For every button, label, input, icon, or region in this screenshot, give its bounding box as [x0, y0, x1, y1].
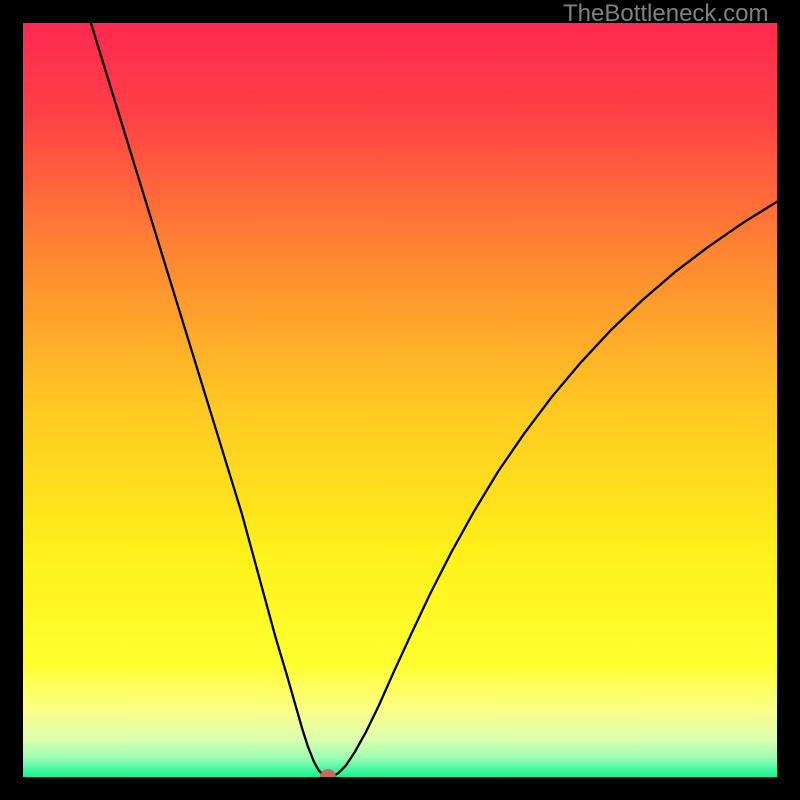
plot-area [23, 23, 777, 777]
chart-frame [0, 0, 800, 800]
watermark-text: TheBottleneck.com [563, 0, 768, 28]
bottleneck-curve [23, 23, 777, 777]
